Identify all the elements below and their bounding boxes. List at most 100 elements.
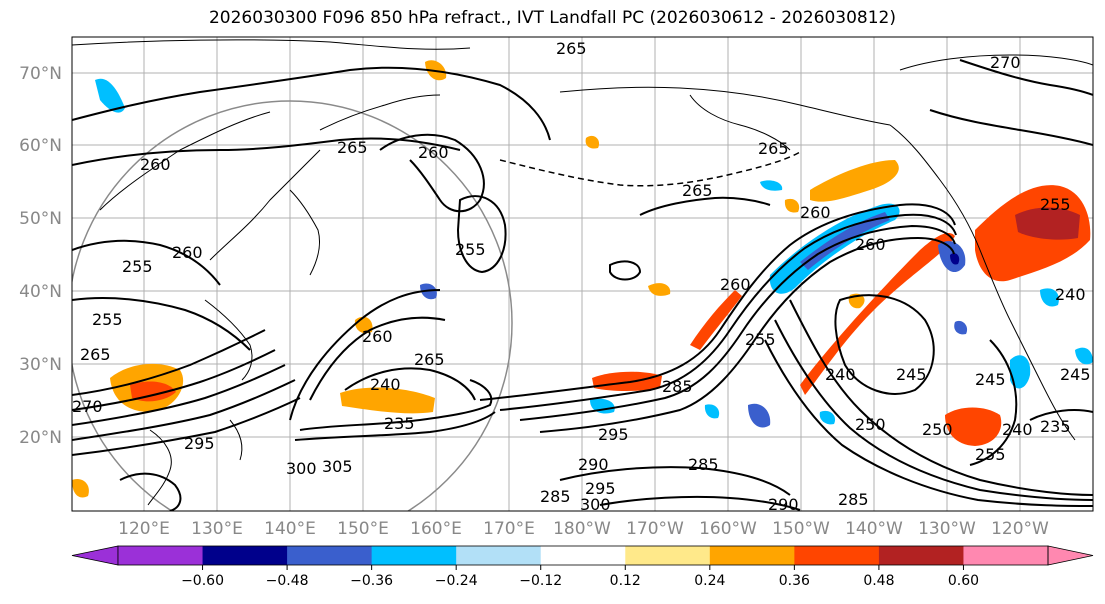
contour-label: 240 (825, 365, 856, 384)
colorbar-tick-label: −0.24 (435, 573, 478, 589)
contour-label: 260 (172, 243, 203, 262)
lat-label: 20°N (19, 428, 62, 448)
colorbar-segment (371, 546, 457, 565)
contour-label: 295 (184, 434, 215, 453)
colorbar-ticks: −0.60 −0.48 −0.36 −0.24 −0.12 0.12 0.24 0.36 0.4… (181, 565, 979, 589)
contour-label: 255 (745, 330, 776, 349)
contour-label: 235 (1040, 417, 1071, 436)
contour-label: 285 (662, 377, 693, 396)
colorbar-segment (118, 546, 204, 565)
contour-label: 260 (720, 275, 751, 294)
contour-label: 255 (1040, 195, 1071, 214)
colorbar-segment (794, 546, 880, 565)
contour-label: 255 (455, 240, 486, 259)
colorbar-tick-label: 0.60 (948, 573, 979, 589)
lon-label: 160°E (410, 519, 462, 539)
lat-label: 50°N (19, 209, 62, 229)
contour-label: 300 (286, 459, 317, 478)
contour-label: 250 (855, 415, 886, 434)
contour-label: 265 (414, 350, 445, 369)
lat-label: 70°N (19, 64, 62, 84)
lat-label: 60°N (19, 136, 62, 156)
colorbar-segment (456, 546, 542, 565)
contour-label: 260 (855, 235, 886, 254)
contour-label: 285 (540, 487, 571, 506)
contour-label: 295 (598, 425, 629, 444)
lon-label: 170°E (483, 519, 535, 539)
colorbar-segment (963, 546, 1049, 565)
contour-label: 285 (838, 490, 869, 509)
contour-label-group: 265 270 260 265 260 265 260 255 265 260 … (72, 39, 1091, 514)
colorbar-segment (625, 546, 711, 565)
colorbar-tick-label: −0.48 (266, 573, 309, 589)
lon-label: 120°W (991, 519, 1049, 539)
latitude-axis: 70°N 60°N 50°N 40°N 30°N 20°N (19, 64, 62, 448)
contour-label: 245 (896, 365, 927, 384)
coastlines (72, 39, 1093, 506)
contour-label: 270 (990, 53, 1021, 72)
colorbar-segment (287, 546, 373, 565)
colorbar-tick-label: 0.12 (610, 573, 641, 589)
colorbar-segments (71, 545, 1094, 566)
contour-label: 255 (975, 445, 1006, 464)
contour-label: 300 (580, 495, 611, 514)
contour-label: 255 (92, 310, 123, 329)
colorbar: −0.60 −0.48 −0.36 −0.24 −0.12 0.12 0.24 0.36 0.4… (71, 545, 1094, 589)
lon-label: 140°W (845, 519, 903, 539)
colorbar-tick-label: 0.24 (694, 573, 725, 589)
contour-label: 265 (337, 138, 368, 157)
lon-label: 180°W (553, 519, 611, 539)
colorbar-segment (878, 546, 964, 565)
contour-label: 240 (370, 375, 401, 394)
map-title: 2026030300 F096 850 hPa refract., IVT La… (208, 8, 896, 28)
contour-label: 240 (1055, 285, 1086, 304)
longitude-axis: 120°E 130°E 140°E 150°E 160°E 170°E 180°… (118, 519, 1049, 539)
colorbar-frame (117, 545, 1049, 566)
lat-label: 40°N (19, 282, 62, 302)
refractivity-contours (72, 59, 1093, 511)
contour-label: 265 (556, 39, 587, 58)
lon-label: 150°E (337, 519, 389, 539)
colorbar-tick-label: −0.60 (181, 573, 224, 589)
contour-label: 240 (1002, 420, 1033, 439)
contour-label: 305 (322, 457, 353, 476)
dashed-contour (499, 151, 801, 187)
contour-label: 295 (585, 479, 616, 498)
lon-label: 140°E (264, 519, 316, 539)
lat-label: 30°N (19, 355, 62, 375)
lon-label: 130°E (191, 519, 243, 539)
colorbar-segment (709, 546, 795, 565)
contour-label: 290 (768, 495, 799, 514)
colorbar-segment (540, 546, 626, 565)
map-frame (71, 36, 1094, 512)
contour-label: 250 (922, 420, 953, 439)
colorbar-extend-high (1047, 545, 1094, 566)
lon-label: 150°W (772, 519, 830, 539)
colorbar-tick-label: 0.48 (863, 573, 894, 589)
colorbar-tick-label: −0.36 (350, 573, 393, 589)
contour-label: 260 (362, 327, 393, 346)
contour-label: 255 (122, 257, 153, 276)
colorbar-tick-label: 0.36 (779, 573, 810, 589)
contour-label: 285 (688, 455, 719, 474)
colorbar-segment (202, 546, 288, 565)
contour-label: 265 (758, 139, 789, 158)
colorbar-tick-label: −0.12 (519, 573, 562, 589)
contour-label: 260 (800, 203, 831, 222)
lon-label: 130°W (918, 519, 976, 539)
contour-label: 270 (72, 397, 103, 416)
lon-label: 120°E (118, 519, 170, 539)
contour-label: 245 (975, 370, 1006, 389)
contour-label: 265 (682, 181, 713, 200)
colorbar-extend-low (71, 545, 119, 566)
contour-label: 265 (80, 345, 111, 364)
contour-label: 245 (1060, 365, 1091, 384)
lon-label: 170°W (626, 519, 684, 539)
lon-label: 160°W (699, 519, 757, 539)
contour-label: 290 (578, 455, 609, 474)
range-circle (72, 100, 513, 511)
contour-label: 235 (384, 414, 415, 433)
contour-label: 260 (140, 155, 171, 174)
contour-label: 260 (418, 143, 449, 162)
